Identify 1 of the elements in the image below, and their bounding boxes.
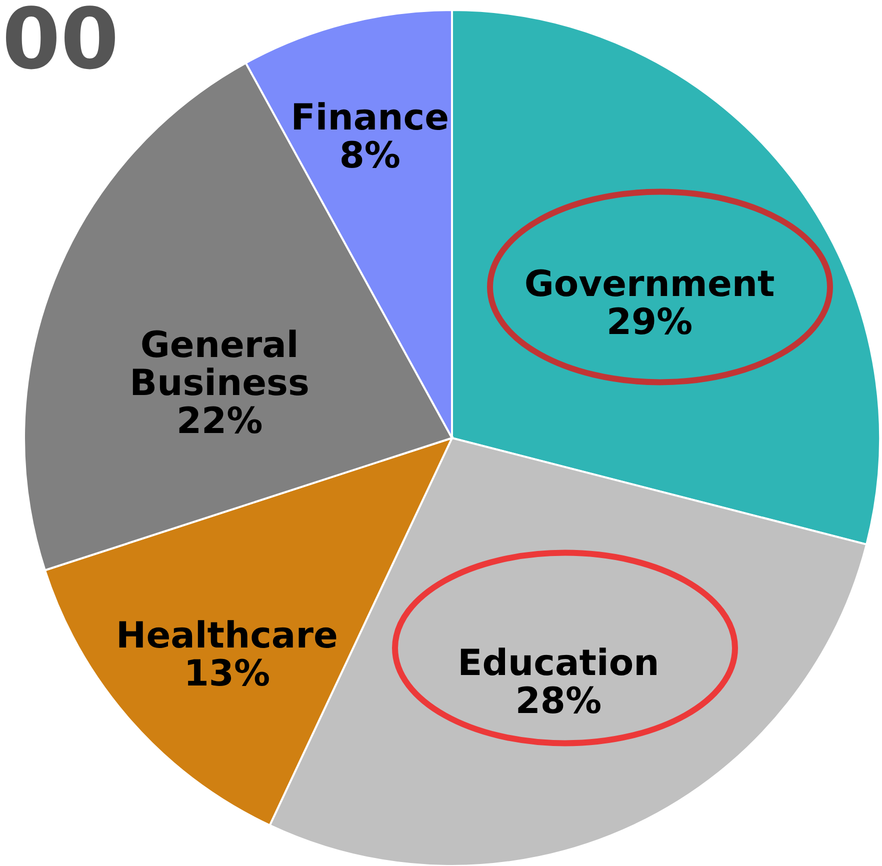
text: 00	[2, 0, 119, 88]
